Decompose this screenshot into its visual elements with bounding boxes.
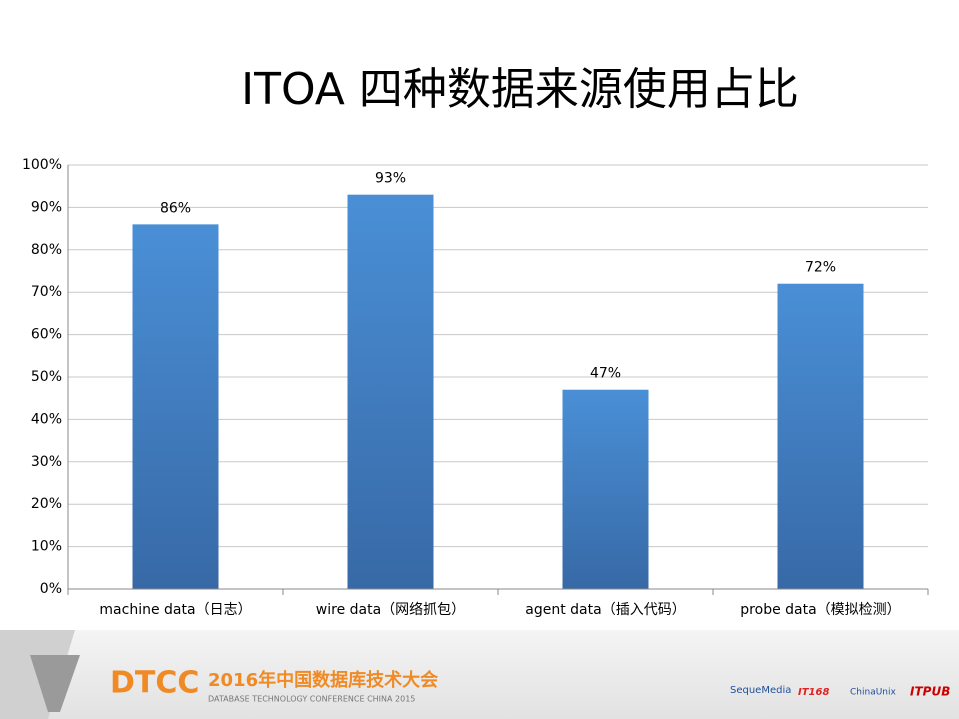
sponsor: IT168	[798, 687, 829, 698]
y-tick-label: 60%	[31, 327, 62, 343]
footer-seven	[30, 655, 80, 712]
value-label: 93%	[375, 171, 406, 187]
x-tick-label: wire data（网络抓包）	[316, 602, 465, 618]
x-tick-label: agent data（插入代码）	[525, 602, 685, 618]
footer-subtitle: DATABASE TECHNOLOGY CONFERENCE CHINA 201…	[208, 695, 415, 704]
sponsor: ChinaUnix	[850, 688, 897, 698]
footer: DTCC 2016年中国数据库技术大会 DATABASE TECHNOLOGY …	[0, 630, 959, 719]
y-tick-label: 50%	[31, 369, 62, 385]
footer-logo: DTCC	[110, 666, 199, 701]
y-tick-label: 70%	[31, 284, 62, 300]
plot: 0% 10% 20% 30% 40% 50% 60% 70% 80% 90% 100% machine…	[22, 157, 929, 618]
chart-title: ITOA 四种数据来源使用占比	[241, 64, 799, 115]
bar	[132, 224, 219, 590]
y-tick-label: 40%	[31, 411, 62, 427]
y-tick-label: 80%	[31, 242, 62, 258]
sponsor: ITPUB	[910, 685, 950, 699]
sponsor: SequeMedia	[730, 685, 791, 696]
bar	[562, 389, 649, 589]
y-tick-label: 100%	[22, 157, 62, 173]
bar	[777, 283, 864, 589]
footer-event: 2016年中国数据库技术大会	[208, 669, 438, 691]
x-tick-label: probe data（模拟检测）	[740, 602, 900, 618]
value-label: 47%	[590, 366, 621, 382]
y-tick-label: 30%	[31, 454, 62, 470]
footer-band	[0, 630, 959, 719]
y-tick-label: 0%	[40, 581, 62, 597]
y-tick-label: 90%	[31, 199, 62, 215]
x-tick-label: machine data（日志）	[99, 602, 251, 618]
y-tick-label: 10%	[31, 539, 62, 555]
y-tick-label: 20%	[31, 496, 62, 512]
bar	[347, 194, 434, 589]
value-label: 86%	[160, 200, 191, 216]
value-label: 72%	[805, 260, 836, 276]
